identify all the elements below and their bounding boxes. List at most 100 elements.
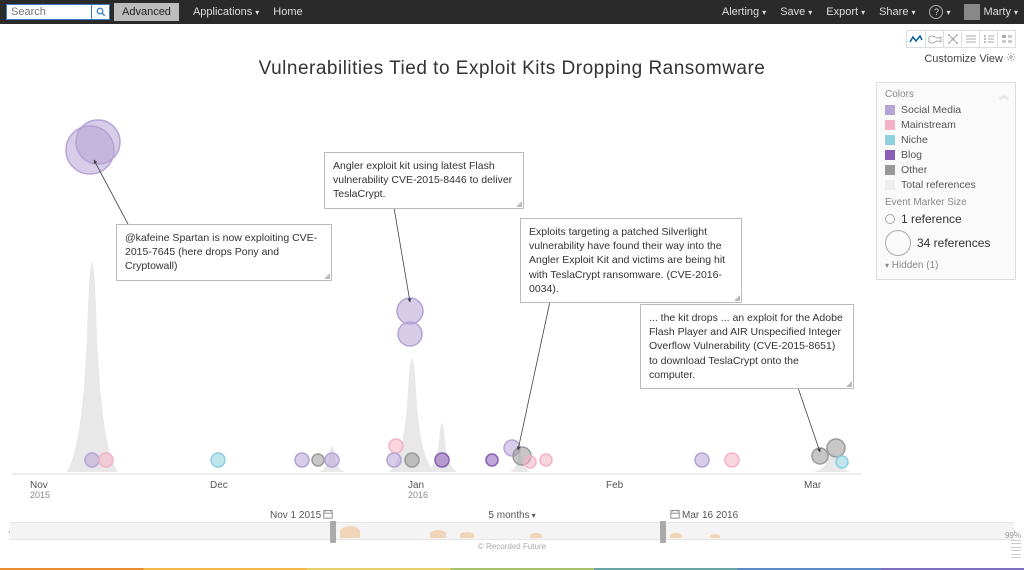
search-input[interactable] — [6, 4, 92, 20]
legend-swatch — [885, 150, 895, 160]
legend-color-row[interactable]: Blog — [885, 149, 1007, 161]
resize-handle-icon[interactable] — [734, 295, 740, 301]
legend-color-row[interactable]: Mainstream — [885, 119, 1007, 131]
chevron-down-icon: ▾ — [532, 511, 536, 520]
view-list-icon[interactable] — [961, 31, 979, 47]
footer-credit: © Recorded Future — [10, 542, 1014, 551]
chevron-down-icon: ▾ — [911, 8, 915, 17]
resize-handle-icon[interactable] — [846, 381, 852, 387]
event-marker[interactable] — [827, 439, 845, 457]
event-marker[interactable] — [387, 453, 401, 467]
view-controls: Customize View — [906, 30, 1016, 65]
nav-export[interactable]: Export▾ — [826, 6, 865, 18]
legend-color-row[interactable]: Social Media — [885, 104, 1007, 116]
nav-alerting[interactable]: Alerting▾ — [722, 6, 766, 18]
event-marker[interactable] — [295, 453, 309, 467]
nav-help[interactable]: ?▾ — [929, 5, 950, 19]
range-end-label: Mar 16 2016 — [670, 509, 738, 522]
view-mode-icons — [906, 30, 1016, 48]
event-marker[interactable] — [695, 453, 709, 467]
event-marker[interactable] — [325, 453, 339, 467]
event-marker[interactable] — [389, 439, 403, 453]
calendar-icon — [323, 509, 333, 522]
resize-handle-icon[interactable] — [516, 201, 522, 207]
callout-box[interactable]: @kafeine Spartan is now exploiting CVE-2… — [116, 224, 332, 281]
event-marker[interactable] — [85, 453, 99, 467]
nav-save[interactable]: Save▾ — [780, 6, 812, 18]
legend-item-label: Other — [901, 164, 927, 176]
customize-view-button[interactable]: Customize View — [924, 52, 1016, 65]
range-selector: ‹ › Nov 1 2015 Mar 16 2016 5 months▾ © R… — [10, 522, 1014, 556]
event-marker[interactable] — [812, 448, 828, 464]
nav-applications[interactable]: Applications▾ — [193, 6, 259, 18]
top-toolbar: Advanced Applications▾ Home Alerting▾ Sa… — [0, 0, 1024, 24]
size-min-circle — [885, 214, 895, 224]
callout-box[interactable]: ... the kit drops ... an exploit for the… — [640, 304, 854, 389]
legend-total-label: Total references — [901, 179, 976, 191]
search-button[interactable] — [92, 4, 110, 20]
nav-share[interactable]: Share▾ — [879, 6, 915, 18]
total-swatch — [885, 180, 895, 190]
nav-home-label: Home — [273, 6, 302, 18]
view-map-icon[interactable] — [925, 31, 943, 47]
axis-tick-label: Feb — [606, 480, 624, 491]
event-marker[interactable] — [524, 456, 536, 468]
legend-item-label: Mainstream — [901, 119, 956, 131]
event-marker[interactable] — [725, 453, 739, 467]
event-marker[interactable] — [405, 453, 419, 467]
event-marker[interactable] — [836, 456, 848, 468]
legend-swatch — [885, 165, 895, 175]
gear-icon — [1006, 52, 1016, 65]
legend-item-label: Niche — [901, 134, 928, 146]
event-marker[interactable] — [76, 120, 120, 164]
legend-size-min: 1 reference — [885, 212, 1007, 226]
axis-tick-sublabel: 2016 — [408, 490, 428, 500]
event-marker[interactable] — [540, 454, 552, 466]
chevron-down-icon: ▾ — [808, 8, 812, 17]
legend-swatch — [885, 105, 895, 115]
view-timeline-icon[interactable] — [907, 31, 925, 47]
view-grid-icon[interactable] — [997, 31, 1015, 47]
view-bullets-icon[interactable] — [979, 31, 997, 47]
chevron-down-icon: ▾ — [861, 8, 865, 17]
range-handle-start[interactable] — [330, 521, 336, 543]
nav-user[interactable]: Marty▾ — [964, 4, 1018, 20]
callout-box[interactable]: Exploits targeting a patched Silverlight… — [520, 218, 742, 303]
callout-box[interactable]: Angler exploit kit using latest Flash vu… — [324, 152, 524, 209]
legend-panel: ︽ Colors Social MediaMainstreamNicheBlog… — [876, 82, 1016, 280]
event-marker[interactable] — [99, 453, 113, 467]
axis-tick-label: Mar — [804, 480, 822, 491]
nav-home[interactable]: Home — [273, 6, 302, 18]
legend-color-row[interactable]: Niche — [885, 134, 1007, 146]
range-track[interactable]: Nov 1 2015 Mar 16 2016 5 months▾ — [10, 522, 1014, 540]
legend-swatch — [885, 135, 895, 145]
legend-collapse-icon[interactable]: ︽ — [999, 87, 1009, 102]
range-handle-end[interactable] — [660, 521, 666, 543]
calendar-icon — [670, 509, 680, 522]
range-start-label: Nov 1 2015 — [270, 509, 333, 522]
event-marker[interactable] — [211, 453, 225, 467]
event-marker[interactable] — [435, 453, 449, 467]
range-span-selector[interactable]: 5 months▾ — [488, 510, 535, 521]
legend-size-header: Event Marker Size — [885, 197, 1007, 208]
resize-handle-icon[interactable] — [324, 273, 330, 279]
customize-view-label: Customize View — [924, 53, 1003, 65]
chevron-down-icon: ▾ — [762, 8, 766, 17]
legend-swatch — [885, 120, 895, 130]
chevron-down-icon: ▾ — [946, 8, 950, 17]
avatar — [964, 4, 980, 20]
size-max-circle — [885, 230, 911, 256]
chevron-down-icon: ▾ — [1014, 8, 1018, 17]
axis-tick-sublabel: 2015 — [30, 490, 50, 500]
zoom-scale-icon — [1011, 540, 1021, 558]
legend-total-row[interactable]: Total references — [885, 179, 1007, 191]
help-icon: ? — [929, 5, 943, 19]
search-wrap — [6, 4, 110, 20]
event-marker[interactable] — [312, 454, 324, 466]
event-marker[interactable] — [398, 322, 422, 346]
legend-color-row[interactable]: Other — [885, 164, 1007, 176]
advanced-button[interactable]: Advanced — [114, 3, 179, 21]
event-marker[interactable] — [486, 454, 498, 466]
view-network-icon[interactable] — [943, 31, 961, 47]
legend-hidden-row[interactable]: ▾ Hidden (1) — [885, 260, 1007, 271]
